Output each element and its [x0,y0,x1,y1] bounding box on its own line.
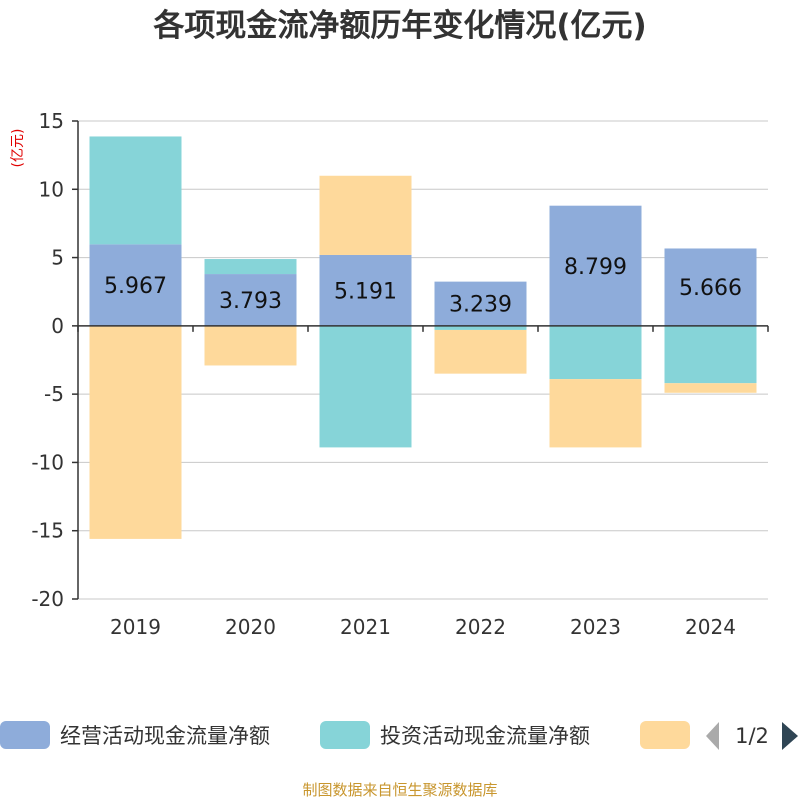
bar-2023-series-2[interactable] [549,325,642,380]
bar-2022-series-1[interactable] [434,281,527,326]
bar-2020-series-2[interactable] [204,259,297,275]
data-label: 5.191 [334,279,397,304]
data-label: 5.967 [104,274,167,299]
bar-2021-series-2[interactable] [319,325,412,448]
legend[interactable]: 经营活动现金流量净额 投资活动现金流量净额 [0,721,690,749]
legend-page-indicator: 1/2 [735,724,769,748]
bar-2019-series-3[interactable] [89,325,182,539]
legend-swatch [320,721,370,749]
y-axis-ticks: 15 10 5 0 -5 -10 -15 -20 [31,109,78,611]
bar-2021-series-3[interactable] [319,175,412,255]
bar-2019-series-1[interactable] [89,244,182,326]
x-tick-label: 2022 [455,615,506,639]
x-tick-label: 2021 [340,615,391,639]
legend-pager: 1/2 [706,722,798,750]
y-tick-label: -5 [44,382,64,406]
x-tick-label: 2020 [225,615,276,639]
y-tick-label: 10 [39,177,64,201]
x-tick-label: 2019 [110,615,161,639]
legend-label: 经营活动现金流量净额 [60,724,270,748]
prev-page-icon[interactable] [706,722,719,750]
bar-2019-series-2[interactable] [89,136,182,245]
legend-swatch [640,721,690,749]
bar-2024-series-3[interactable] [664,383,757,393]
bar-2020-series-1[interactable] [204,274,297,326]
y-tick-label: -10 [31,450,64,474]
bar-2024-series-1[interactable] [664,248,757,326]
source-note: 制图数据来自恒生聚源数据库 [302,781,497,799]
bars [89,136,757,539]
legend-swatch [0,721,50,749]
legend-item[interactable]: 投资活动现金流量净额 [320,721,590,749]
bar-2021-series-1[interactable] [319,254,412,326]
legend-item[interactable]: 经营活动现金流量净额 [0,721,270,749]
bar-2024-series-2[interactable] [664,325,757,384]
next-page-icon[interactable] [782,722,798,750]
chart-title: 各项现金流净额历年变化情况(亿元) [152,8,646,44]
bar-2020-series-3[interactable] [204,325,297,366]
x-axis-ticks: 2019 2020 2021 2022 2023 2024 [110,615,736,639]
bar-2023-series-1[interactable] [549,205,642,326]
y-tick-label: -20 [31,587,64,611]
legend-label: 投资活动现金流量净额 [380,724,590,748]
bar-2022-series-2[interactable] [434,325,527,330]
data-label: 3.239 [449,293,512,318]
x-tick-label: 2023 [570,615,621,639]
data-label: 5.666 [679,276,742,301]
y-tick-label: 15 [39,109,64,133]
data-label: 8.799 [564,255,627,280]
data-labels: 5.967 3.793 5.191 3.239 8.799 5.666 [104,255,742,318]
y-tick-label: 5 [51,246,64,270]
axes [77,121,769,599]
y-axis-unit: (亿元) [10,129,26,168]
x-tick-label: 2024 [685,615,736,639]
bar-2022-series-3[interactable] [434,329,527,374]
y-tick-label: 0 [51,314,64,338]
legend-item[interactable] [640,721,690,749]
y-tick-label: -15 [31,519,64,543]
data-label: 3.793 [219,289,282,314]
bar-2023-series-3[interactable] [549,379,642,448]
